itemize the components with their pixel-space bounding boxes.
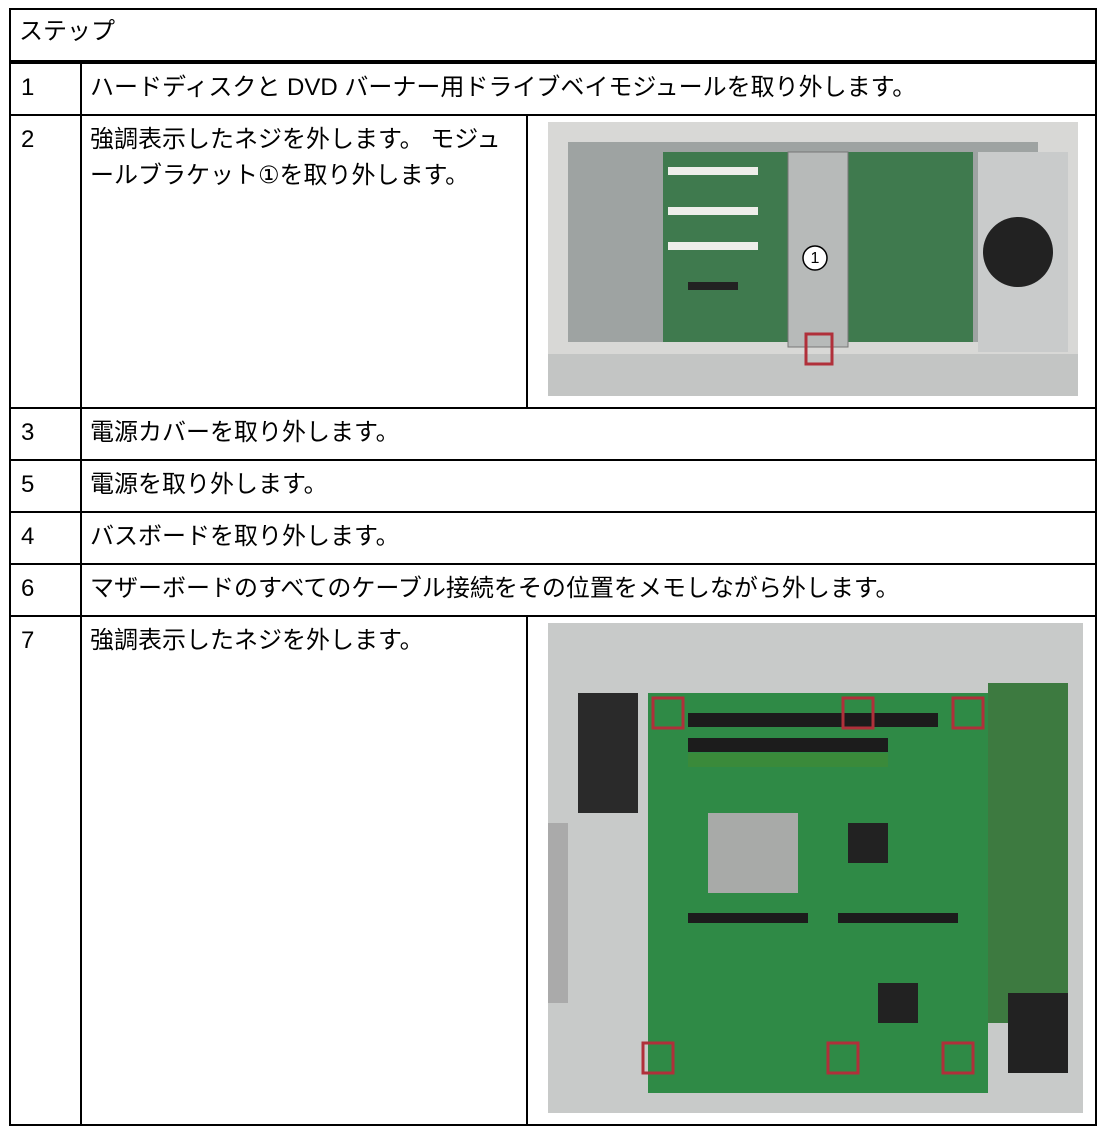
steps-table: ステップ 1 ハードディスクと DVD バーナー用ドライブベイモジュールを取り外… xyxy=(9,8,1097,1126)
step-text: バスボードを取り外します。 xyxy=(80,511,1097,565)
callout-label: 1 xyxy=(811,250,820,267)
step-number: 4 xyxy=(9,511,82,565)
step-row: 2 強調表示したネジを外します。 モジュールブラケット①を取り外します。 1 xyxy=(9,114,1097,409)
step-row: 5 電源を取り外します。 xyxy=(9,459,1097,513)
step-row: 3 電源カバーを取り外します。 xyxy=(9,407,1097,461)
step-text: 電源を取り外します。 xyxy=(80,459,1097,513)
header-row: ステップ xyxy=(9,8,1097,64)
step-text: マザーボードのすべてのケーブル接続をその位置をメモしながら外します。 xyxy=(80,563,1097,617)
callout-circle xyxy=(802,245,828,271)
step-row: 7 強調表示したネジを外します。 xyxy=(9,615,1097,1126)
step-row: 4 バスボードを取り外します。 xyxy=(9,511,1097,565)
step-text: 電源カバーを取り外します。 xyxy=(80,407,1097,461)
step-number: 3 xyxy=(9,407,82,461)
step-number: 7 xyxy=(9,615,82,1126)
step-number: 2 xyxy=(9,114,82,409)
header-title: ステップ xyxy=(9,8,1097,64)
step-text: ハードディスクと DVD バーナー用ドライブベイモジュールを取り外します。 xyxy=(80,61,1097,116)
step-text: 強調表示したネジを外します。 xyxy=(80,615,528,1126)
step-number: 5 xyxy=(9,459,82,513)
image-cell: 1 xyxy=(526,114,1097,409)
step-number: 6 xyxy=(9,563,82,617)
step-row: 1 ハードディスクと DVD バーナー用ドライブベイモジュールを取り外します。 xyxy=(9,61,1097,116)
step-row: 6 マザーボードのすべてのケーブル接続をその位置をメモしながら外します。 xyxy=(9,563,1097,617)
page: ステップ 1 ハードディスクと DVD バーナー用ドライブベイモジュールを取り外… xyxy=(9,8,1097,1126)
photo-motherboard xyxy=(548,623,1083,1113)
photo-module-bracket: 1 xyxy=(548,122,1078,396)
image-cell xyxy=(526,615,1097,1126)
step-number: 1 xyxy=(9,61,82,116)
step-text: 強調表示したネジを外します。 モジュールブラケット①を取り外します。 xyxy=(80,114,528,409)
